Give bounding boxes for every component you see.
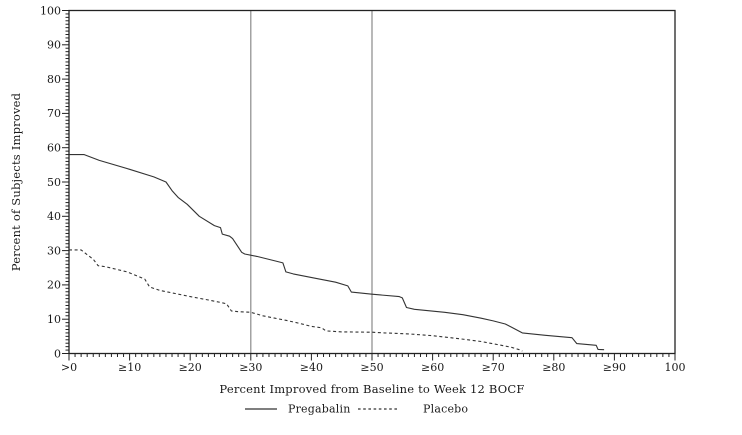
x-tick-label: ≥50 <box>360 361 383 374</box>
y-tick-label: 50 <box>47 176 61 189</box>
x-tick-label: ≥40 <box>300 361 323 374</box>
x-tick-label: ≥30 <box>239 361 262 374</box>
legend-label-pregabalin: Pregabalin <box>288 403 351 416</box>
y-tick-label: 40 <box>47 210 61 223</box>
y-tick-label: 60 <box>47 142 61 155</box>
y-tick-label: 0 <box>54 347 61 360</box>
y-tick-label: 30 <box>47 244 61 257</box>
x-tick-label: ≥20 <box>179 361 202 374</box>
y-tick-label: 90 <box>47 39 61 52</box>
x-tick-label: 100 <box>665 361 686 374</box>
x-tick-label: >0 <box>61 361 77 374</box>
x-tick-label: ≥80 <box>542 361 565 374</box>
x-tick-label: ≥60 <box>421 361 444 374</box>
y-tick-label: 10 <box>47 313 61 326</box>
x-tick-label: ≥70 <box>482 361 505 374</box>
y-axis-title: Percent of Subjects Improved <box>9 92 23 271</box>
placebo-line <box>69 249 523 352</box>
x-axis-title: Percent Improved from Baseline to Week 1… <box>219 382 524 396</box>
legend-label-placebo: Placebo <box>423 403 468 416</box>
y-tick-label: 100 <box>40 4 61 17</box>
x-tick-label: ≥90 <box>603 361 626 374</box>
pregabalin-line <box>69 154 605 351</box>
x-tick-label: ≥10 <box>118 361 141 374</box>
y-tick-label: 80 <box>47 73 61 86</box>
y-tick-label: 20 <box>47 279 61 292</box>
y-tick-label: 70 <box>47 107 61 120</box>
